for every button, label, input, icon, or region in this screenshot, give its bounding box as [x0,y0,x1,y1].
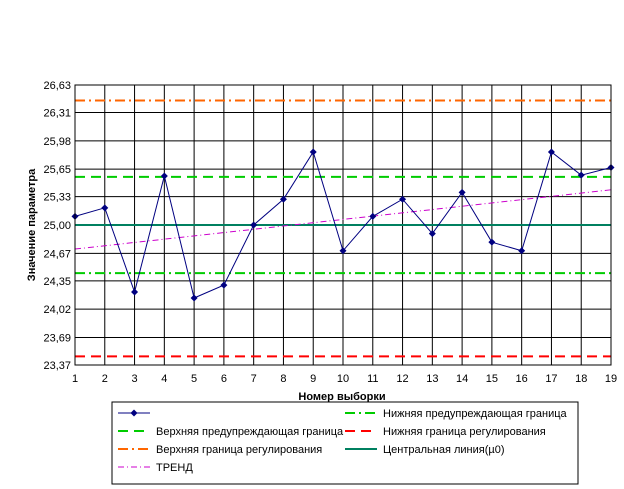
x-axis-tick-labels: 1 2 3 4 5 6 7 8 9 10 11 12 13 14 15 16 17 18 19 [72,373,617,385]
x-tick-label: 12 [396,373,408,385]
y-tick-label: 23,69 [43,333,71,345]
legend-entry: Верхняя граница регулирования [118,444,322,456]
data-point [369,212,377,220]
legend-label: Верхняя предупреждающая граница [156,426,344,438]
x-tick-label: 1 [72,373,78,385]
plot-area [71,84,615,366]
data-point [190,294,198,302]
data-point [428,230,436,238]
x-tick-label: 15 [486,373,498,385]
y-tick-label: 23,37 [43,360,71,372]
x-tick-label: 14 [456,373,468,385]
y-tick-label: 26,31 [43,107,71,119]
data-point [577,171,585,179]
legend-box [111,401,579,485]
x-tick-label: 5 [191,373,197,385]
legend-label: Центральная линия(µ0) [383,444,504,456]
data-point [250,221,258,229]
plot-border [74,84,612,366]
legend-marker [130,409,138,417]
x-tick-label: 13 [426,373,438,385]
y-tick-label: 25,33 [43,192,71,204]
legend: Нижняя предупреждающая граница Верхняя пр… [111,401,579,485]
data-point [309,148,317,156]
data-point [399,195,407,203]
data-point [518,247,526,255]
x-tick-label: 18 [575,373,587,385]
data-point [488,238,496,246]
trend-line [74,189,612,250]
x-tick-label: 7 [251,373,257,385]
legend-label: ТРЕНД [156,462,193,474]
legend-entry: Нижняя граница регулирования [345,426,546,438]
x-tick-label: 8 [280,373,286,385]
x-tick-label: 16 [516,373,528,385]
data-point [160,172,168,180]
y-tick-label: 25,00 [43,220,71,232]
x-tick-label: 10 [337,373,349,385]
x-tick-label: 6 [221,373,227,385]
x-tick-label: 2 [102,373,108,385]
x-tick-label: 4 [161,373,167,385]
y-tick-label: 24,02 [43,304,71,316]
x-axis-title: Номер выборки [298,391,385,403]
data-point [458,188,466,196]
y-tick-label: 26,63 [43,80,71,92]
x-tick-label: 9 [310,373,316,385]
data-point [131,288,139,296]
legend-entry: Центральная линия(µ0) [345,444,504,456]
data-point [220,281,228,289]
legend-label: Нижняя граница регулирования [383,426,546,438]
y-tick-label: 24,67 [43,248,71,260]
y-axis-title: Значение параметра [26,168,38,281]
data-point [279,195,287,203]
y-axis-tick-labels: 23,37 23,69 24,02 24,35 24,67 25,00 25,33 25,65… [43,80,71,372]
legend-label: Верхняя граница регулирования [156,444,322,456]
legend-label: Нижняя предупреждающая граница [383,408,568,420]
legend-entry [118,409,150,417]
data-point [547,148,555,156]
y-tick-label: 25,65 [43,164,71,176]
x-tick-label: 3 [131,373,137,385]
data-point [339,247,347,255]
x-tick-label: 17 [545,373,557,385]
y-tick-label: 24,35 [43,276,71,288]
legend-entry: Нижняя предупреждающая граница [345,408,568,420]
y-tick-label: 25,98 [43,136,71,148]
x-tick-label: 11 [367,373,378,385]
legend-entry: Верхняя предупреждающая граница [118,426,344,438]
x-tick-label: 19 [605,373,617,385]
legend-entry: ТРЕНД [118,462,193,474]
data-point [101,204,109,212]
